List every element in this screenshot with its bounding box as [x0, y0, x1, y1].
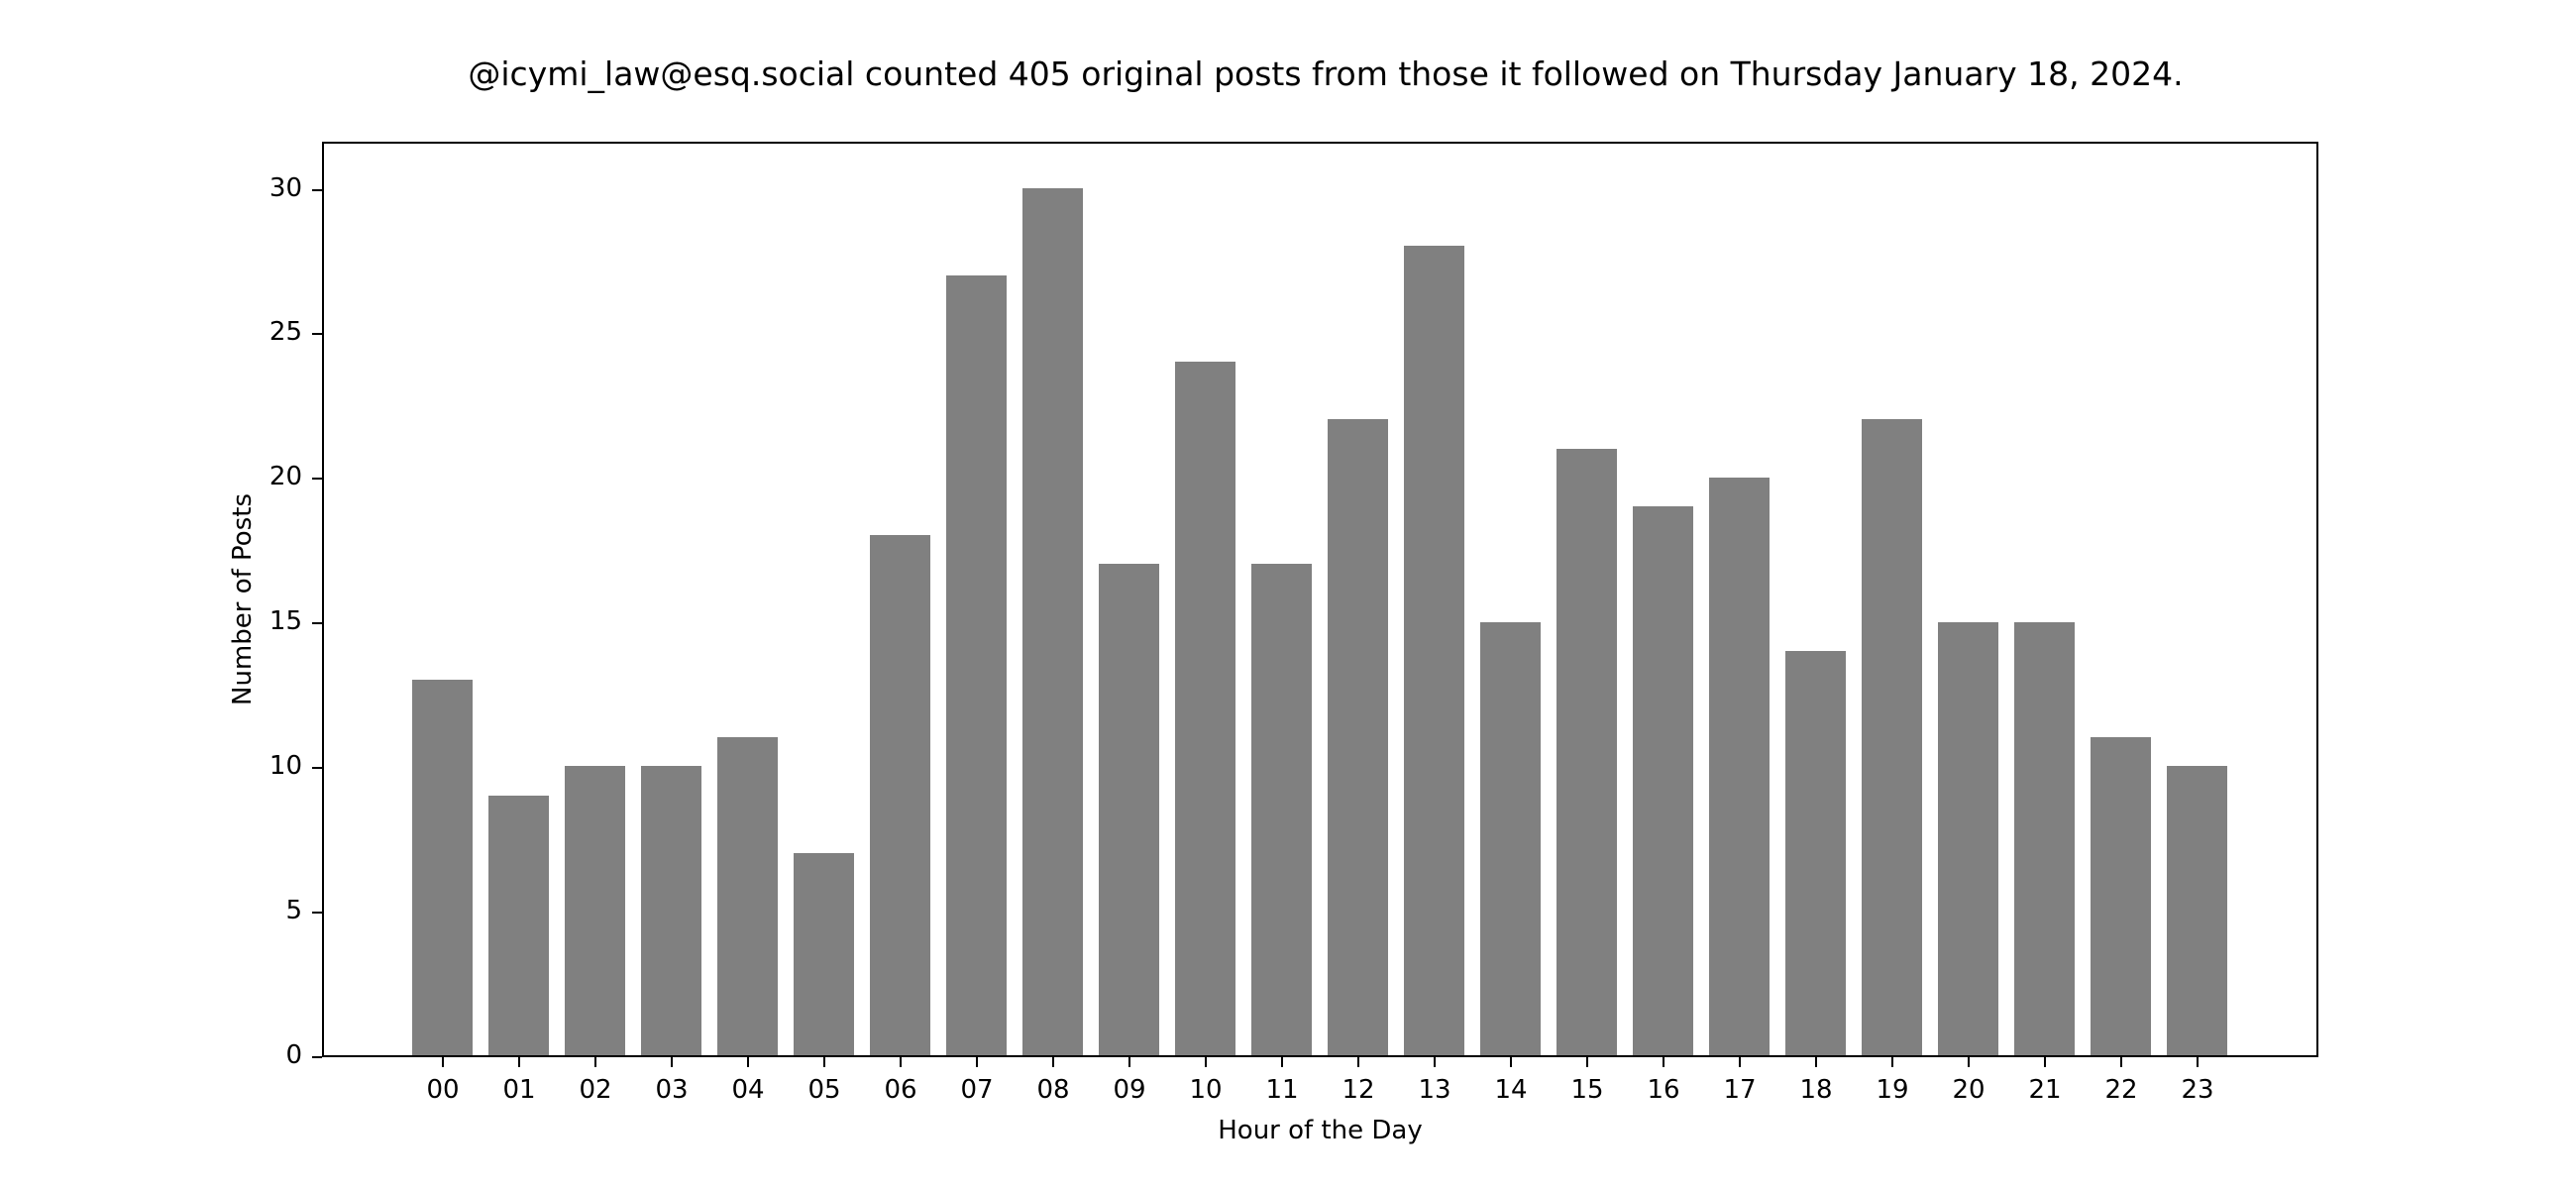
x-tick-mark — [899, 1057, 902, 1067]
x-tick-mark — [1890, 1057, 1893, 1067]
bar-11 — [1251, 564, 1312, 1055]
bar-12 — [1328, 419, 1388, 1055]
plot-area — [312, 142, 2318, 1067]
y-tick-label: 15 — [268, 606, 302, 637]
x-tick-mark — [2196, 1057, 2199, 1067]
x-tick-mark — [441, 1057, 444, 1067]
x-tick-label: 12 — [1342, 1075, 1375, 1105]
x-tick-mark — [1356, 1057, 1359, 1067]
x-tick-mark — [1280, 1057, 1283, 1067]
bar-23 — [2167, 766, 2227, 1055]
x-tick-label: 19 — [1876, 1075, 1909, 1105]
x-tick-mark — [1585, 1057, 1588, 1067]
x-tick-label: 10 — [1189, 1075, 1223, 1105]
y-tick-label: 20 — [268, 462, 302, 492]
y-tick-label: 5 — [285, 895, 302, 925]
x-tick-label: 01 — [502, 1075, 536, 1105]
y-tick-label: 30 — [268, 172, 302, 203]
x-tick-mark — [975, 1057, 978, 1067]
x-tick-label: 05 — [807, 1075, 841, 1105]
bar-01 — [488, 795, 549, 1055]
x-tick-mark — [1662, 1057, 1664, 1067]
bar-07 — [946, 274, 1007, 1055]
y-tick-mark — [312, 478, 322, 481]
bar-03 — [641, 766, 701, 1055]
x-axis-label: Hour of the Day — [1218, 1116, 1423, 1145]
x-tick-mark — [593, 1057, 596, 1067]
x-tick-mark — [1433, 1057, 1436, 1067]
x-tick-mark — [1738, 1057, 1741, 1067]
x-tick-label: 20 — [1952, 1075, 1986, 1105]
y-tick-mark — [312, 766, 322, 769]
x-tick-label: 09 — [1113, 1075, 1146, 1105]
x-tick-mark — [2119, 1057, 2122, 1067]
y-tick-mark — [312, 622, 322, 625]
bar-18 — [1785, 650, 1846, 1055]
bar-02 — [565, 766, 625, 1055]
y-tick-mark — [312, 188, 322, 191]
x-tick-label: 14 — [1494, 1075, 1528, 1105]
x-tick-label: 11 — [1265, 1075, 1299, 1105]
y-tick-mark — [312, 1055, 322, 1058]
y-tick-label: 0 — [285, 1039, 302, 1070]
y-axis-label: Number of Posts — [228, 493, 258, 705]
y-tick-label: 25 — [268, 317, 302, 348]
y-tick-mark — [312, 911, 322, 914]
x-tick-mark — [670, 1057, 673, 1067]
bar-21 — [2014, 621, 2075, 1055]
x-tick-label: 02 — [579, 1075, 612, 1105]
x-tick-label: 23 — [2181, 1075, 2214, 1105]
x-tick-mark — [1509, 1057, 1512, 1067]
x-tick-mark — [1204, 1057, 1207, 1067]
bar-22 — [2091, 737, 2151, 1055]
bar-13 — [1404, 246, 1464, 1055]
y-tick-mark — [312, 333, 322, 336]
x-tick-mark — [1967, 1057, 1970, 1067]
x-tick-label: 21 — [2028, 1075, 2062, 1105]
x-tick-label: 17 — [1723, 1075, 1757, 1105]
bar-04 — [717, 737, 778, 1055]
x-tick-label: 18 — [1799, 1075, 1833, 1105]
x-tick-label: 03 — [655, 1075, 689, 1105]
bar-00 — [412, 679, 473, 1055]
bar-06 — [870, 535, 930, 1055]
bar-09 — [1099, 564, 1159, 1055]
bar-16 — [1633, 505, 1693, 1055]
x-tick-label: 08 — [1036, 1075, 1070, 1105]
x-tick-mark — [517, 1057, 520, 1067]
bar-19 — [1862, 419, 1922, 1055]
x-tick-mark — [746, 1057, 749, 1067]
bar-17 — [1709, 477, 1770, 1055]
x-tick-label: 13 — [1418, 1075, 1451, 1105]
x-tick-mark — [1814, 1057, 1817, 1067]
chart-title: @icymi_law@esq.social counted 405 origin… — [468, 54, 2184, 93]
x-tick-label: 15 — [1570, 1075, 1604, 1105]
x-tick-label: 22 — [2104, 1075, 2138, 1105]
bar-14 — [1480, 621, 1541, 1055]
x-tick-label: 06 — [884, 1075, 917, 1105]
x-tick-mark — [1127, 1057, 1130, 1067]
bar-15 — [1556, 448, 1617, 1055]
bar-05 — [794, 852, 854, 1055]
bar-10 — [1175, 362, 1235, 1055]
x-tick-label: 04 — [731, 1075, 765, 1105]
x-tick-mark — [2043, 1057, 2046, 1067]
x-tick-label: 07 — [960, 1075, 994, 1105]
x-tick-mark — [822, 1057, 825, 1067]
x-tick-label: 00 — [426, 1075, 460, 1105]
bar-08 — [1022, 188, 1083, 1055]
x-tick-label: 16 — [1647, 1075, 1680, 1105]
y-tick-label: 10 — [268, 750, 302, 781]
x-tick-mark — [1051, 1057, 1054, 1067]
bar-20 — [1938, 621, 1998, 1055]
